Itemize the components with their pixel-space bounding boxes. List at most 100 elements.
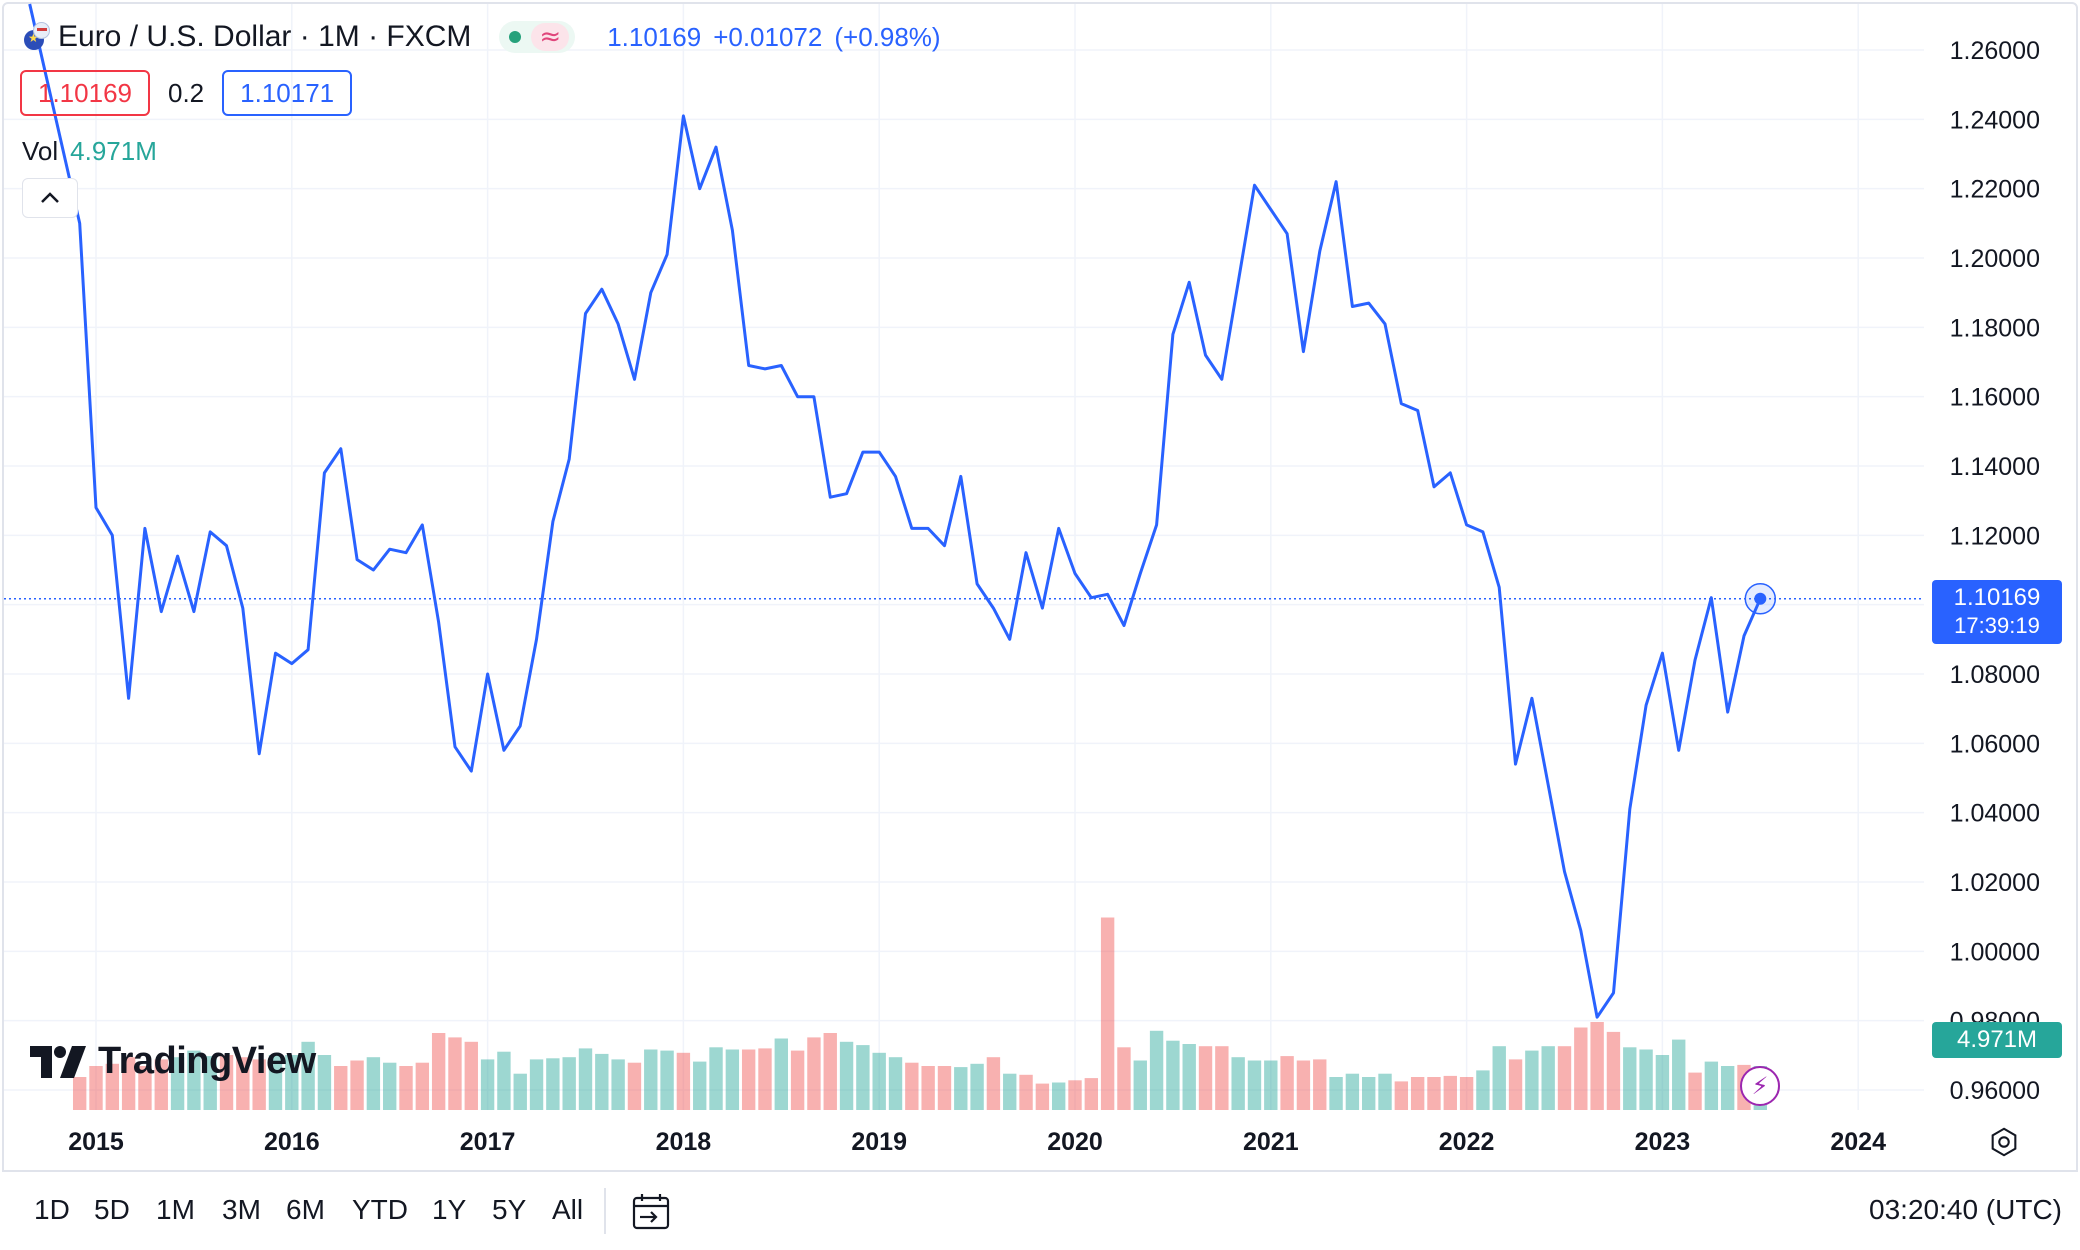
volume-bar: [448, 1037, 462, 1110]
volume-bar: [1525, 1050, 1539, 1110]
volume-bar: [839, 1041, 854, 1110]
volume-bar: [252, 1059, 266, 1110]
volume-label[interactable]: Vol: [22, 135, 59, 166]
grid: [4, 4, 1924, 1110]
scale-settings-button[interactable]: [1986, 1124, 2022, 1160]
volume-bar: [1427, 1077, 1441, 1110]
volume-bar: [1590, 1022, 1604, 1110]
volume-bar: [497, 1051, 511, 1110]
volume-bar: [627, 1062, 642, 1110]
volume-bar: [741, 1049, 756, 1110]
volume-bar: [1378, 1073, 1392, 1110]
volume-bar: [970, 1063, 984, 1110]
y-tick-label: 1.24000: [1950, 106, 2040, 134]
range-all-button[interactable]: All: [552, 1194, 584, 1225]
volume-bar: [1655, 1055, 1670, 1110]
y-tick-label: 1.08000: [1950, 661, 2040, 689]
legend-last-price: 1.10169: [607, 21, 702, 52]
range-1d-button[interactable]: 1D: [34, 1194, 70, 1225]
go-to-date-button[interactable]: [630, 1190, 674, 1234]
legend-change-abs: +0.01072: [713, 21, 823, 52]
volume-legend: Vol 4.971M: [22, 134, 157, 168]
volume-bar: [105, 1063, 120, 1110]
volume-bar: [1051, 1082, 1066, 1110]
volume-bar: [856, 1045, 870, 1110]
time-scale[interactable]: 2015 2016 2017 2018 2019 2020 2021 2022 2023 2024: [68, 1128, 1886, 1156]
market-status-pill[interactable]: ≈: [499, 21, 576, 53]
symbol-title[interactable]: Euro / U.S. Dollar · 1M · FXCM: [58, 20, 472, 53]
volume-bar: [611, 1059, 625, 1110]
range-6m-button[interactable]: 6M: [286, 1194, 325, 1225]
volume-bar: [676, 1052, 691, 1110]
volume-bar: [954, 1067, 968, 1110]
volume-bar: [219, 1055, 234, 1110]
volume-bar: [529, 1059, 544, 1110]
volume-bar: [1492, 1046, 1506, 1110]
volume-bar: [1508, 1059, 1523, 1110]
volume-bar: [1623, 1047, 1637, 1110]
volume-bar: [1231, 1057, 1245, 1110]
range-1y-button[interactable]: 1Y: [432, 1194, 467, 1225]
volume-bar: [1410, 1077, 1425, 1110]
volume-bar: [334, 1066, 348, 1110]
volume-bar: [1296, 1060, 1311, 1110]
buy-button[interactable]: 1.10171: [222, 70, 353, 116]
price-scale[interactable]: 1.26000 1.24000 1.22000 1.20000 1.18000 1.160…: [1950, 37, 2040, 1105]
range-5y-button[interactable]: 5Y: [492, 1194, 527, 1225]
x-tick-label: 2022: [1439, 1128, 1495, 1156]
range-ytd-button[interactable]: YTD: [352, 1194, 408, 1225]
volume-bar: [480, 1059, 495, 1110]
volume-bar: [709, 1047, 723, 1110]
volume-bar: [774, 1038, 788, 1110]
range-5d-button[interactable]: 5D: [94, 1194, 130, 1225]
collapse-legend-button[interactable]: [22, 178, 78, 218]
volume-bar: [1443, 1075, 1457, 1110]
volume-bar: [1329, 1077, 1343, 1110]
volume-bar: [1084, 1078, 1099, 1110]
volume-price-label: 4.971M: [1932, 1022, 2062, 1058]
volume-bar: [1003, 1073, 1017, 1110]
volume-bar: [236, 1057, 250, 1110]
x-tick-label: 2023: [1635, 1128, 1691, 1156]
spread-value: 0.2: [167, 77, 205, 108]
volume-bar: [1182, 1044, 1196, 1110]
volume-bar: [1166, 1040, 1180, 1110]
x-tick-label: 2019: [851, 1128, 907, 1156]
volume-bar: [758, 1048, 772, 1110]
volume-bar: [1394, 1081, 1409, 1110]
volume-bar: [399, 1066, 413, 1110]
bar-countdown: 17:39:19: [1954, 613, 2040, 638]
volume-bar: [1704, 1061, 1719, 1110]
settings-icon: [1991, 1127, 2017, 1157]
volume-bar: [285, 1055, 299, 1110]
range-1m-button[interactable]: 1M: [156, 1194, 195, 1225]
sell-button[interactable]: 1.10169: [20, 70, 150, 116]
y-tick-label: 1.22000: [1950, 176, 2040, 204]
y-tick-label: 1.02000: [1950, 869, 2040, 897]
range-3m-button[interactable]: 3M: [222, 1194, 261, 1225]
tradingview-logo[interactable]: TradingView: [28, 1040, 316, 1083]
volume-bar: [121, 1057, 136, 1110]
volume-bar: [1362, 1077, 1376, 1110]
volume-bar: [595, 1053, 609, 1110]
x-tick-label: 2016: [264, 1128, 320, 1156]
volume-bar: [660, 1050, 674, 1110]
volume-bar: [1280, 1056, 1294, 1110]
volume-bar: [888, 1057, 903, 1110]
last-point: [1754, 592, 1767, 605]
volume-bar: [154, 1059, 168, 1110]
volume-bar: [1313, 1059, 1327, 1110]
bid-ask-row: 1.10169 0.2 1.10171: [20, 70, 353, 116]
volume-bar: [317, 1055, 332, 1110]
legend-change-pct: (+0.98%): [834, 21, 941, 52]
x-tick-label: 2021: [1243, 1128, 1299, 1156]
volume-bar: [268, 1055, 283, 1110]
volume-value: 4.971M: [70, 135, 157, 166]
volume-bar: [464, 1041, 478, 1110]
volume-bar: [644, 1049, 658, 1110]
y-tick-label: 1.16000: [1950, 384, 2040, 412]
y-tick-label: 1.04000: [1950, 800, 2040, 828]
quick-alert-button[interactable]: ⚡: [1740, 1066, 1780, 1106]
volume-bar: [1459, 1077, 1474, 1110]
utc-clock[interactable]: 03:20:40 (UTC): [1869, 1194, 2062, 1225]
